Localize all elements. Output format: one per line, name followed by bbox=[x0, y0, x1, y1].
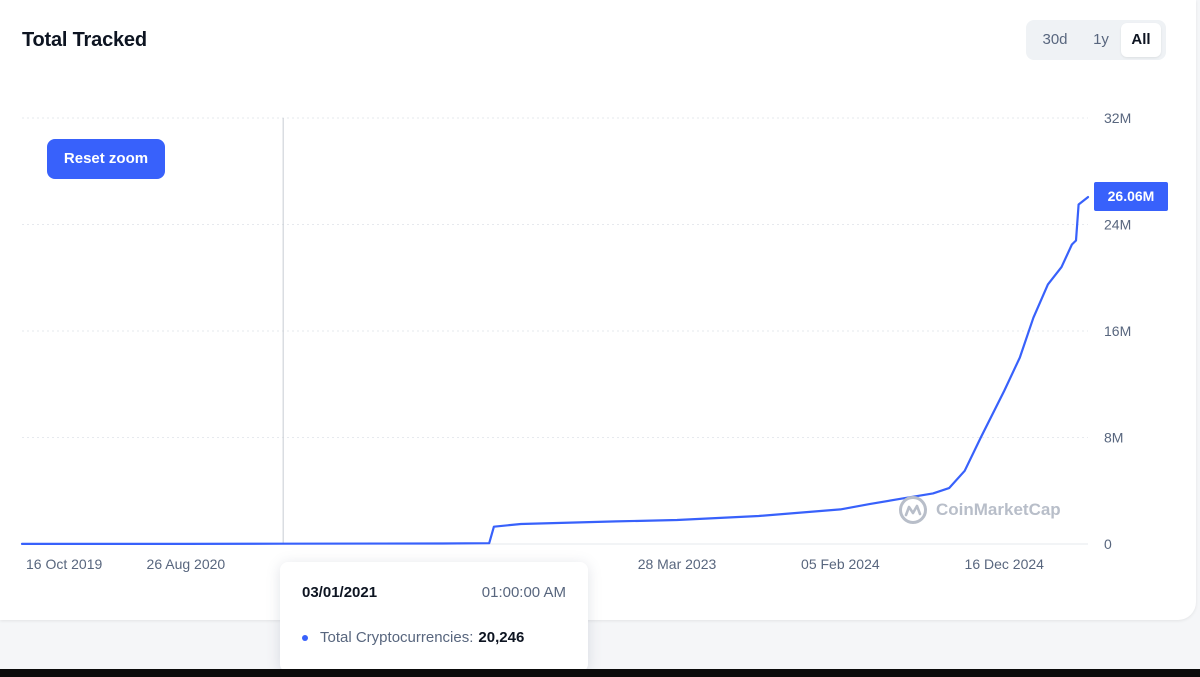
series-line bbox=[20, 196, 1090, 545]
bottom-bar bbox=[0, 669, 1200, 677]
tooltip-series-label: Total Cryptocurrencies: bbox=[320, 629, 474, 646]
y-tick-label: 0 bbox=[1104, 536, 1112, 552]
chart-title: Total Tracked bbox=[22, 29, 147, 51]
grid-layer bbox=[22, 117, 1088, 545]
watermark: CoinMarketCap bbox=[898, 495, 1061, 525]
watermark-text: CoinMarketCap bbox=[936, 500, 1061, 519]
tooltip-time: 01:00:00 AM bbox=[481, 584, 566, 601]
tooltip-value: 20,246 bbox=[478, 629, 525, 646]
range-selector: 30d 1y All bbox=[1026, 20, 1166, 60]
coinmarketcap-logo-icon bbox=[899, 496, 927, 524]
range-1y-button[interactable]: 1y bbox=[1093, 31, 1109, 48]
tooltip-series-row: Total Cryptocurrencies: 20,246 bbox=[302, 629, 524, 646]
x-tick-label: 05 Feb 2024 bbox=[801, 556, 880, 572]
reset-zoom-button[interactable]: Reset zoom bbox=[47, 139, 165, 179]
y-axis: 0 8M 16M 24M 32M bbox=[1104, 110, 1131, 552]
x-axis: 16 Oct 2019 26 Aug 2020 28 Mar 2023 05 Feb … bbox=[26, 556, 1044, 572]
y-tick-label: 16M bbox=[1104, 323, 1131, 339]
x-tick-label: 16 Oct 2019 bbox=[26, 556, 102, 572]
y-tick-label: 8M bbox=[1104, 430, 1123, 446]
series-dot-icon bbox=[302, 634, 308, 641]
x-tick-label: 26 Aug 2020 bbox=[147, 556, 226, 572]
tooltip-date: 03/01/2021 bbox=[302, 584, 378, 601]
x-tick-label: 16 Dec 2024 bbox=[965, 556, 1045, 572]
y-tick-label: 24M bbox=[1104, 217, 1131, 233]
chart-tooltip: 03/01/2021 01:00:00 AM Total Cryptocurre… bbox=[280, 562, 588, 672]
last-value-badge: 26.06M bbox=[1094, 182, 1168, 211]
range-30d-button[interactable]: 30d bbox=[1042, 31, 1068, 48]
series-layer bbox=[20, 196, 1090, 545]
y-tick-label: 32M bbox=[1104, 110, 1131, 126]
x-tick-label: 28 Mar 2023 bbox=[638, 556, 717, 572]
range-all-button[interactable]: All bbox=[1121, 23, 1161, 57]
chart-card: Total Tracked 30d 1y All bbox=[22, 20, 1166, 60]
